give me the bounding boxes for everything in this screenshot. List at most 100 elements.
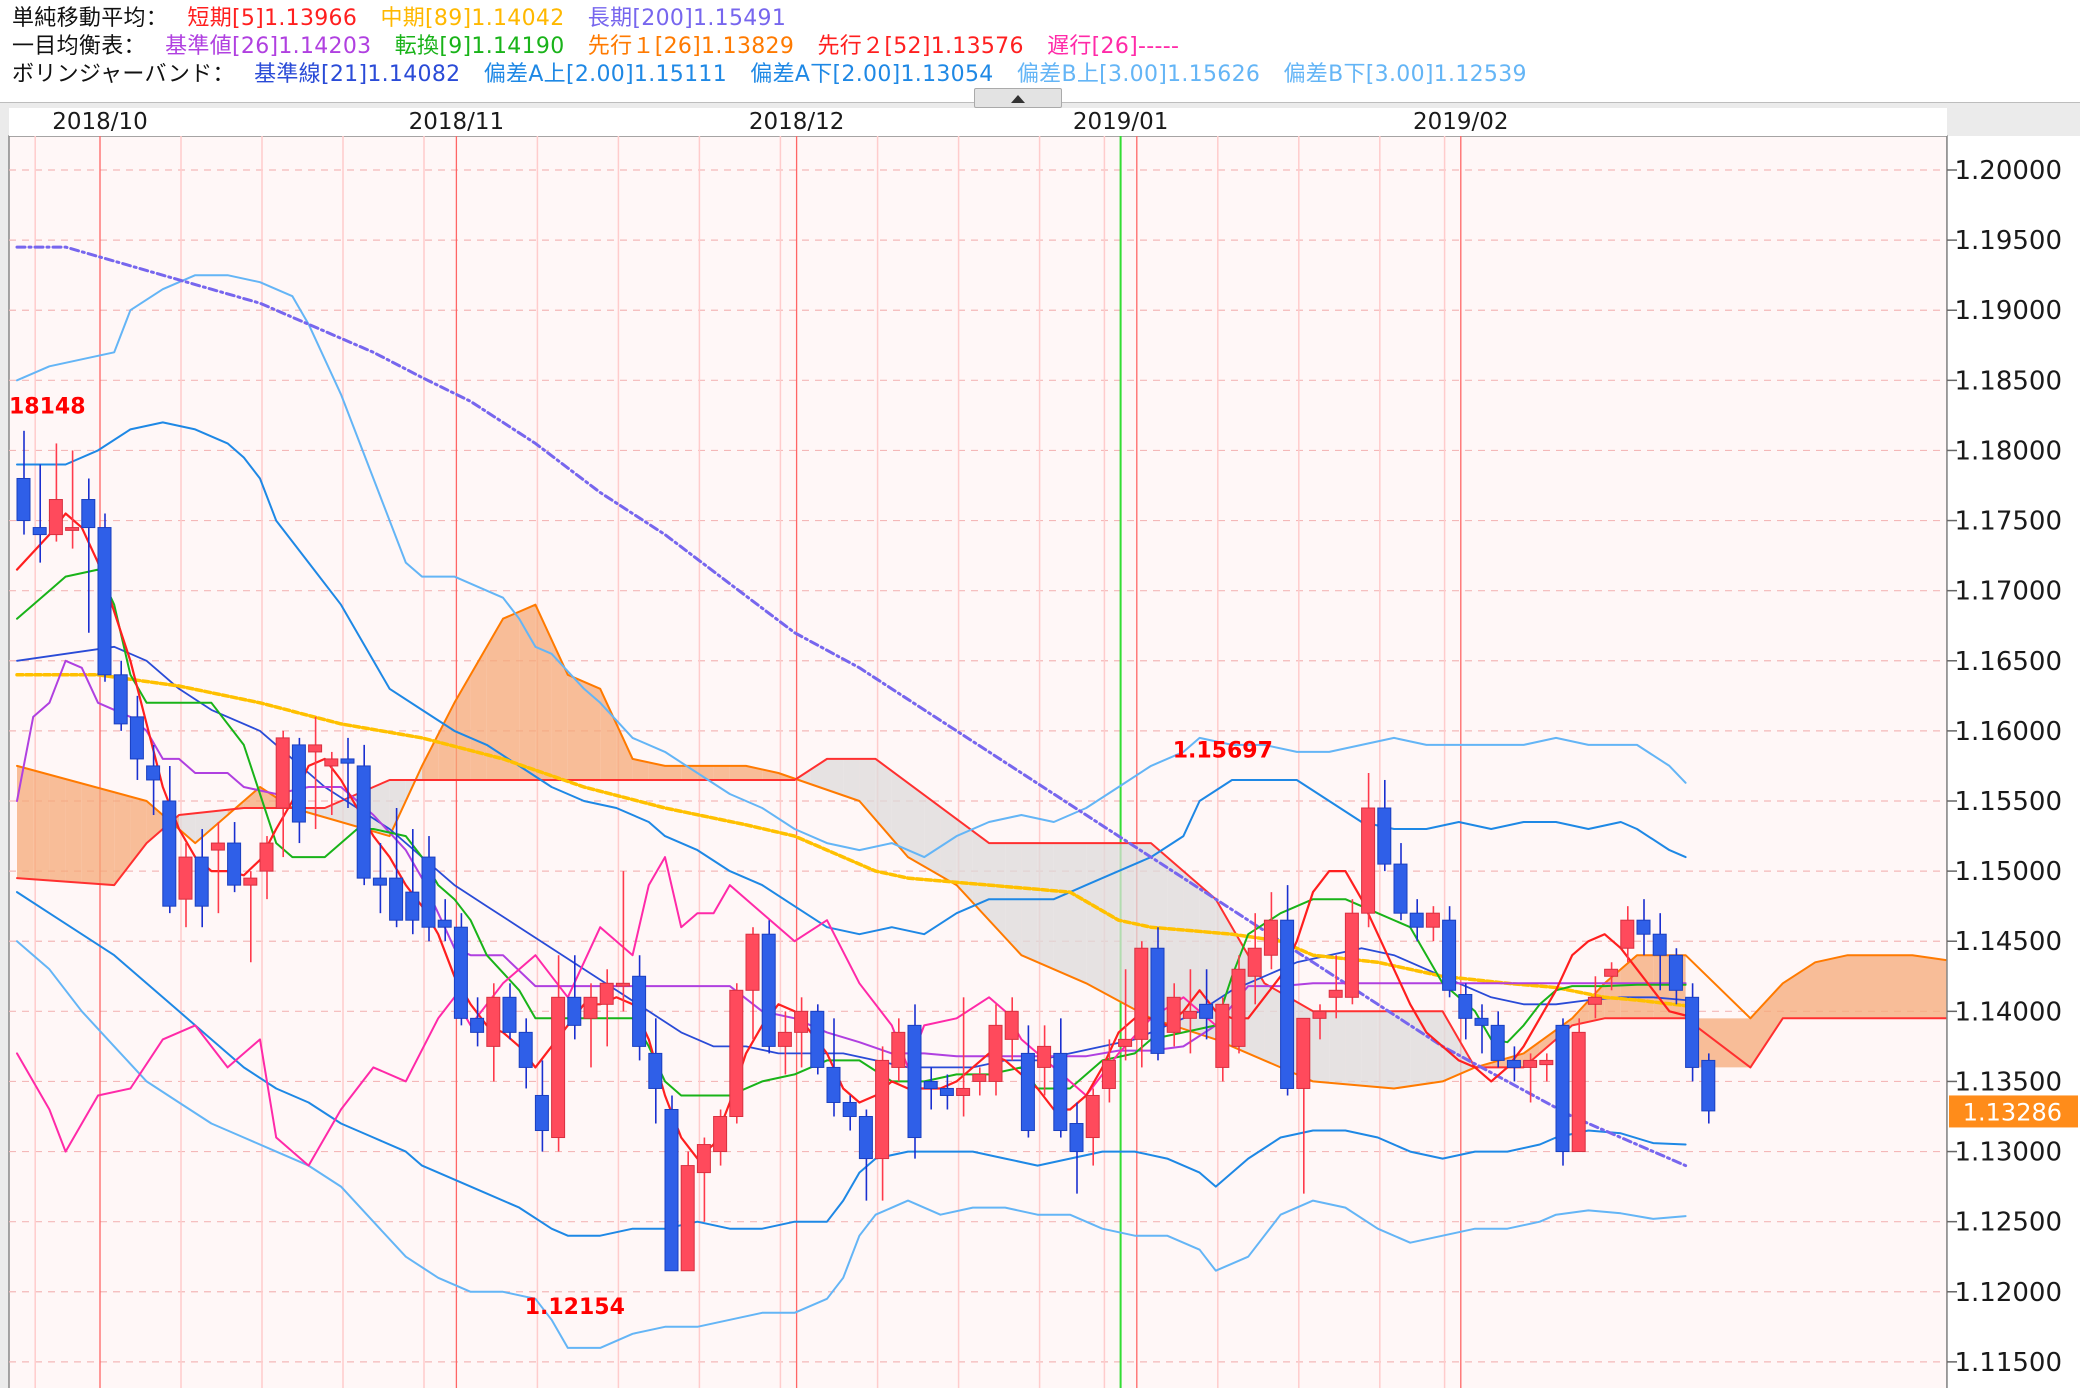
candle-body <box>1085 1094 1100 1139</box>
cloud-segment <box>891 770 908 858</box>
date-label: 2018/11 <box>409 109 505 135</box>
candle-up <box>680 1151 695 1272</box>
candle-body <box>48 499 63 536</box>
cloud-segment <box>1539 1030 1556 1054</box>
cloud-segment <box>827 758 844 796</box>
cloud-segment <box>308 808 325 818</box>
price-tick-label: 1.15000 <box>1954 857 2062 887</box>
price-tick-label: 1.19000 <box>1954 296 2062 326</box>
candle-down <box>453 913 468 1026</box>
candle-body <box>1523 1059 1538 1068</box>
date-label: 2018/12 <box>749 109 845 135</box>
cloud-segment <box>908 782 925 867</box>
candle-body <box>308 744 323 753</box>
candle-up <box>891 1018 906 1082</box>
candle-up <box>1312 1004 1327 1040</box>
candle-body <box>421 856 436 928</box>
candle-up <box>486 983 501 1082</box>
indicator-lines <box>15 245 1962 1349</box>
candle-up <box>794 997 809 1068</box>
candle-up <box>1604 962 1619 991</box>
candle-down <box>162 765 177 914</box>
cloud-segment <box>1572 1000 1589 1026</box>
candle-down <box>437 899 452 942</box>
candle-body <box>1312 1010 1327 1019</box>
candle-body <box>389 877 404 921</box>
candle-down <box>1053 1018 1068 1138</box>
candle-down <box>648 1018 663 1124</box>
candle-body <box>1442 919 1457 991</box>
cloud-segment <box>98 787 115 886</box>
price-annotations: 18148 1.15697 1.12154 <box>9 395 1273 1320</box>
candle-up <box>696 1137 711 1222</box>
candle-down <box>939 1074 954 1110</box>
candle-body <box>567 996 582 1026</box>
candle-up <box>1118 969 1133 1061</box>
candle-body <box>988 1024 1003 1082</box>
candle-down <box>372 843 387 914</box>
legend-collapse-button[interactable] <box>974 88 1062 108</box>
current-price-label: 1.13286 <box>1963 1098 2062 1126</box>
candle-up <box>275 730 290 858</box>
candle-up <box>1247 913 1262 1005</box>
candle-body <box>858 1116 873 1160</box>
price-axis: 1.20000 1.19500 1.19000 1.18500 1.18000 1.175… <box>1946 136 2080 1388</box>
price-tick-label: 1.16500 <box>1954 647 2062 677</box>
cloud-segment <box>1442 1011 1459 1082</box>
candle-down <box>1442 906 1457 998</box>
candle-up <box>1004 997 1019 1061</box>
candle-body <box>146 765 161 781</box>
candle-up <box>308 716 323 830</box>
candle-body <box>1069 1123 1084 1153</box>
candle-body <box>1571 1031 1586 1153</box>
candle-up <box>1263 892 1278 970</box>
bb-a-upper-line <box>16 421 1687 936</box>
candle-body <box>1587 996 1602 1005</box>
candle-body <box>875 1059 890 1160</box>
candle-down <box>632 955 647 1061</box>
price-axis-bg <box>1947 136 2080 1388</box>
candle-body <box>372 877 387 886</box>
date-label: 2019/02 <box>1413 109 1509 135</box>
candle-up <box>1182 969 1197 1054</box>
candle-body <box>227 842 242 886</box>
candle-up <box>243 871 258 963</box>
candle-down <box>405 829 420 935</box>
cloud-segment <box>49 774 66 882</box>
cloud-segment <box>33 770 50 881</box>
candle-body <box>502 996 517 1033</box>
candle-body <box>1604 968 1619 977</box>
price-chart[interactable]: 18148 1.15697 1.12154 1.20000 1.19500 1.1900… <box>0 108 2080 1388</box>
candle-up <box>1296 1017 1311 1194</box>
candle-down <box>1636 899 1651 956</box>
price-tick-label: 1.12000 <box>1954 1278 2062 1308</box>
candle-body <box>1118 1038 1133 1047</box>
candle-down <box>1458 983 1473 1040</box>
cloud-segment <box>1199 885 1216 1040</box>
cloud-segment <box>1313 1011 1330 1083</box>
candle-down <box>567 955 582 1040</box>
candle-body <box>97 527 112 676</box>
candle-body <box>1636 919 1651 935</box>
candle-body <box>632 975 647 1047</box>
date-axis: 2018/10 2018/11 2018/12 2019/01 2019/02 <box>9 108 1947 136</box>
candle-up <box>210 822 225 914</box>
candle-body <box>1685 996 1700 1068</box>
cloud-segment <box>1037 843 1054 970</box>
candle-up <box>1215 997 1230 1082</box>
candle-up <box>956 997 971 1117</box>
candle-up <box>583 983 598 1068</box>
current-price-tag: 1.13286 <box>1949 1095 2078 1128</box>
cloud-segment <box>632 758 649 780</box>
senkou2-line <box>16 757 1962 1069</box>
candle-up <box>1231 955 1246 1054</box>
cloud-segment <box>324 801 341 823</box>
candle-down <box>1701 1053 1716 1124</box>
candle-up <box>745 927 760 1040</box>
candle-body <box>178 856 193 900</box>
cloud-segment <box>551 639 568 780</box>
candle-up <box>178 843 193 928</box>
price-tick-label: 1.16000 <box>1954 717 2062 747</box>
candle-body <box>1199 1003 1214 1019</box>
candle-down <box>389 808 404 928</box>
